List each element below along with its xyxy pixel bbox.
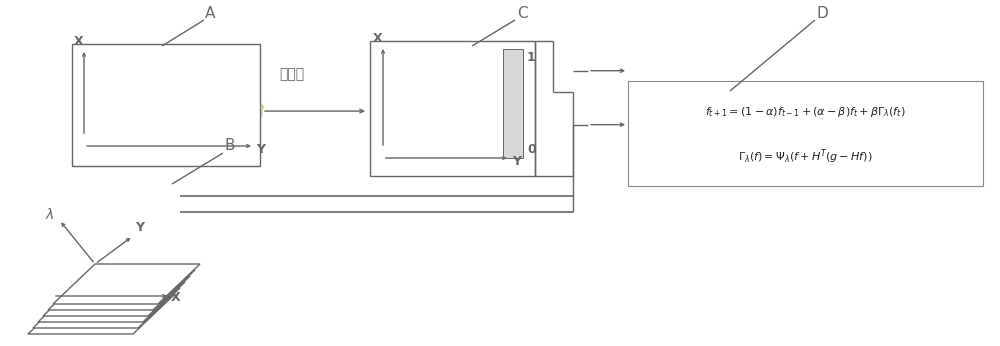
- Text: Y: Y: [256, 143, 265, 156]
- Text: B: B: [225, 138, 235, 154]
- Text: $f_{t+1}=(1-\alpha)f_{t-1}+(\alpha-\beta)f_t+\beta\Gamma_{\lambda}(f_t)$: $f_{t+1}=(1-\alpha)f_{t-1}+(\alpha-\beta…: [705, 106, 906, 119]
- Polygon shape: [28, 294, 175, 334]
- Text: 0: 0: [527, 143, 536, 156]
- Text: X: X: [171, 291, 181, 304]
- Text: X: X: [373, 32, 383, 45]
- Text: Y: Y: [135, 221, 144, 234]
- Bar: [503, 49, 523, 158]
- Text: Y: Y: [512, 155, 521, 168]
- Text: 1: 1: [527, 51, 536, 64]
- Polygon shape: [48, 270, 195, 310]
- Bar: [370, 41, 535, 176]
- Text: C: C: [517, 7, 527, 21]
- Bar: [628, 81, 983, 186]
- Text: $\Gamma_{\lambda}(f)=\Psi_{\lambda}(f+H^T(g-Hf))$: $\Gamma_{\lambda}(f)=\Psi_{\lambda}(f+H^…: [738, 147, 873, 166]
- Bar: [72, 44, 260, 166]
- Polygon shape: [43, 276, 190, 316]
- Text: D: D: [816, 7, 828, 21]
- Text: A: A: [205, 7, 215, 21]
- Text: X: X: [74, 35, 84, 48]
- Text: 归一化: 归一化: [279, 67, 305, 81]
- Text: $\lambda$: $\lambda$: [45, 207, 55, 222]
- Polygon shape: [53, 264, 200, 304]
- Polygon shape: [38, 282, 185, 322]
- Polygon shape: [33, 288, 180, 328]
